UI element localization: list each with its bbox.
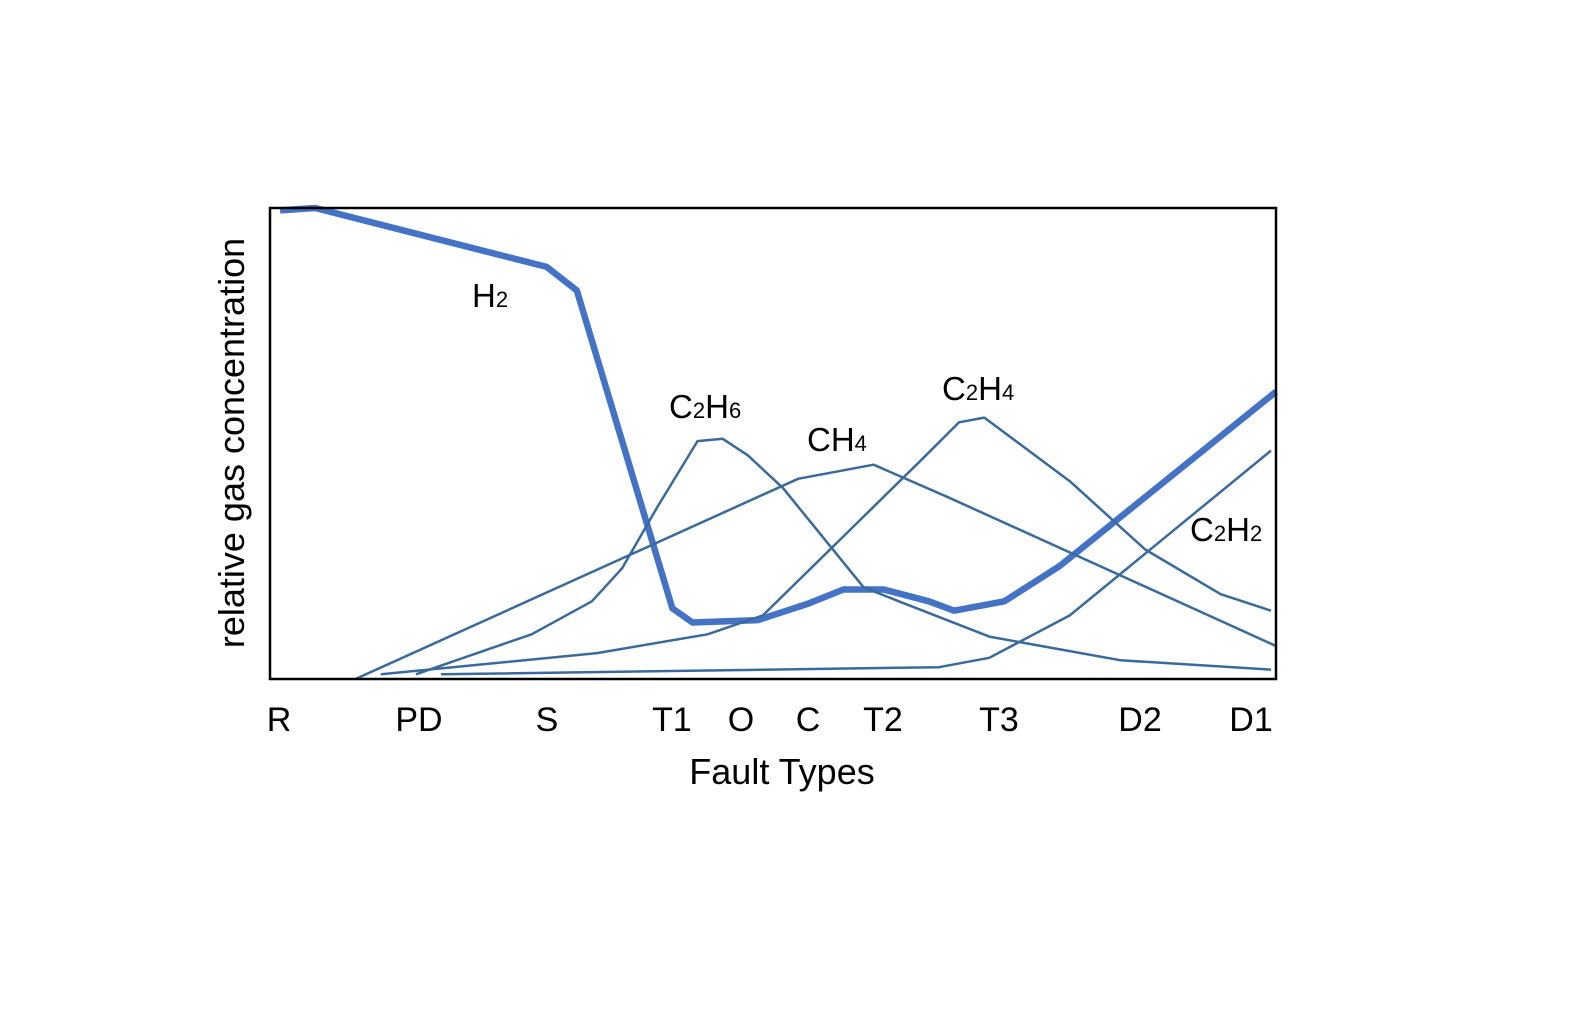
x-tick-label-pd: PD (395, 701, 442, 739)
x-tick-label-c: C (796, 701, 821, 739)
series-line-ch4 (354, 463, 1277, 681)
series-label-c2h4: C2H4 (942, 370, 1014, 407)
series-label-ch4: CH4 (807, 421, 867, 458)
x-tick-label-r: R (267, 701, 292, 739)
x-tick-label-o: O (728, 701, 754, 739)
x-tick-label-d2: D2 (1118, 701, 1161, 739)
x-axis-tick-labels: R PD S T1 O C T2 T3 D2 D1 (267, 701, 1273, 739)
series-labels: H2 C2H6 CH4 C2H4 C2H2 (472, 277, 1262, 548)
x-tick-label-d1: D1 (1229, 701, 1272, 739)
x-tick-label-t1: T1 (652, 701, 692, 739)
series-line-c2h6 (415, 437, 1272, 676)
series-label-h2: H2 (472, 277, 508, 314)
x-tick-label-t2: T2 (863, 701, 903, 739)
series-line-c2h4 (380, 416, 1272, 676)
x-axis-title: Fault Types (689, 751, 874, 792)
x-tick-label-s: S (536, 701, 559, 739)
series-line-c2h2 (440, 449, 1272, 676)
series-label-c2h2: C2H2 (1190, 511, 1262, 548)
y-axis-title: relative gas concentration (211, 238, 252, 648)
x-tick-label-t3: T3 (979, 701, 1019, 739)
series-lines (279, 204, 1279, 681)
plot-area-frame (268, 206, 1278, 681)
series-label-c2h6: C2H6 (669, 388, 741, 425)
series-line-h2 (279, 204, 1279, 626)
